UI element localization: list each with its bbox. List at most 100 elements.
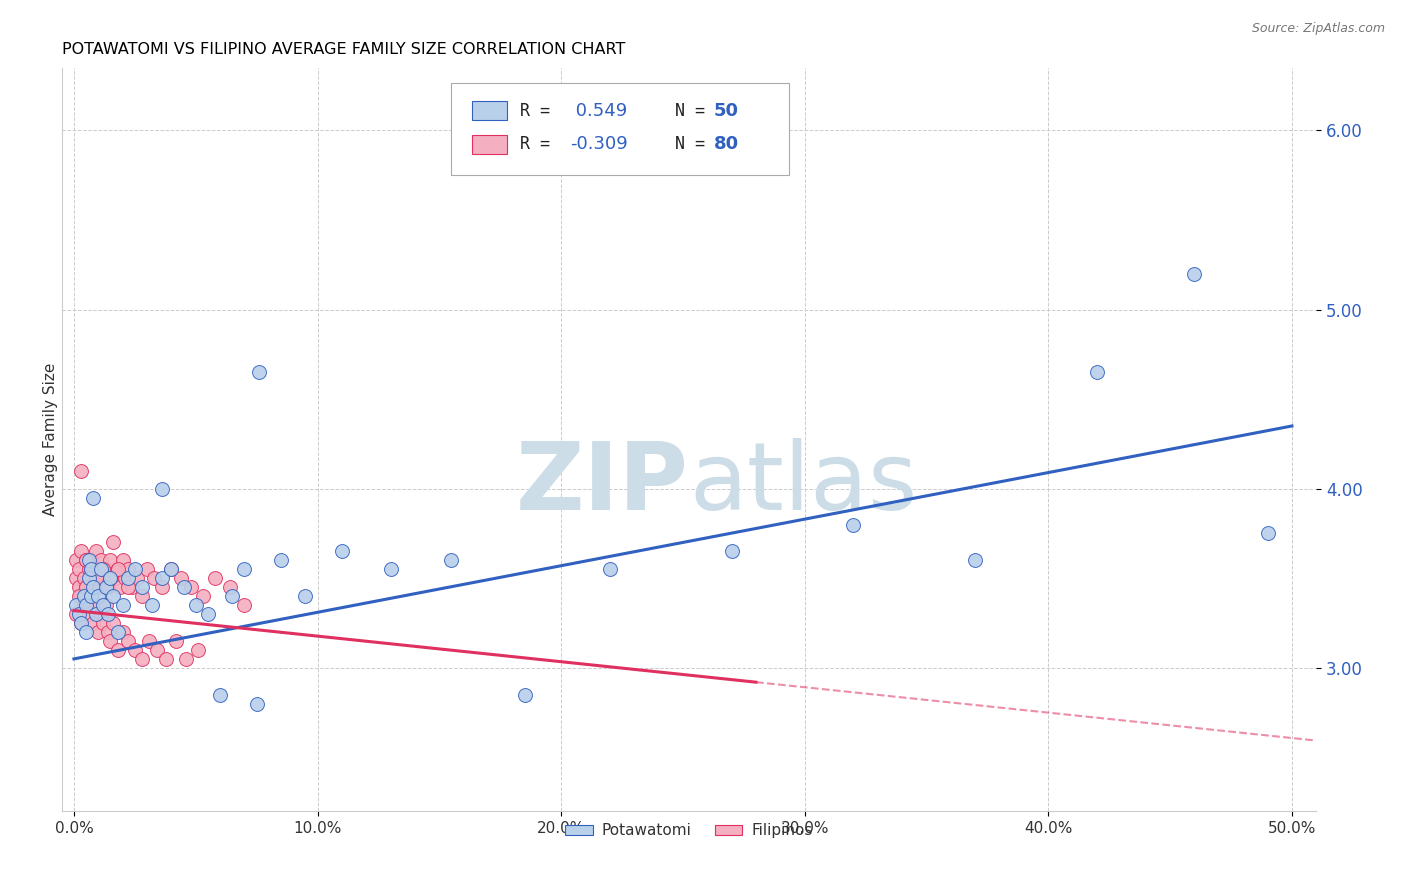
Point [94,562,117,576]
Point [380,562,402,576]
Point [70,615,93,630]
Point [233,598,256,612]
Point [107,643,129,657]
Point [70,589,93,603]
Text: R =: R = [520,136,560,153]
Point [145,643,167,657]
Point [82,580,104,594]
Point [138,634,160,648]
Point [104,571,127,585]
Point [155,652,177,666]
Point [84,571,107,585]
Point [233,562,256,576]
Point [108,580,131,594]
Point [513,688,536,702]
Point [77,553,100,567]
Point [70,544,93,558]
Point [75,598,97,612]
Point [97,580,120,594]
Point [100,571,122,585]
Point [107,562,129,576]
Point [100,553,122,567]
Point [75,625,97,640]
Point [117,634,139,648]
Point [94,598,117,612]
Text: POTAWATOMI VS FILIPINO AVERAGE FAMILY SIZE CORRELATION CHART: POTAWATOMI VS FILIPINO AVERAGE FAMILY SI… [62,42,626,57]
Point [101,615,124,630]
Point [77,571,100,585]
Point [100,634,122,648]
Point [80,589,103,603]
FancyBboxPatch shape [472,101,508,120]
Point [65,598,87,612]
Point [184,598,207,612]
Point [124,562,146,576]
Point [270,553,292,567]
Point [965,553,987,567]
Point [117,562,139,576]
Text: N =: N = [655,102,716,120]
Point [218,580,240,594]
Point [72,598,94,612]
Point [131,652,153,666]
Point [70,615,93,630]
Point [75,580,97,594]
Point [1085,365,1108,379]
Point [84,571,107,585]
Point [247,365,270,379]
Point [82,562,104,576]
Point [82,491,104,505]
Point [204,571,226,585]
Point [150,571,173,585]
Point [111,598,134,612]
Point [221,589,243,603]
Point [97,607,120,621]
Point [77,562,100,576]
Point [191,589,214,603]
Point [180,580,202,594]
Point [80,562,103,576]
Point [330,544,353,558]
Point [65,553,87,567]
Text: 50: 50 [714,102,740,120]
Point [127,571,149,585]
Point [90,607,112,621]
FancyBboxPatch shape [451,83,789,176]
Point [150,482,173,496]
Point [150,580,173,594]
Point [136,562,159,576]
Legend: Potawatomi, Filipinos: Potawatomi, Filipinos [560,817,818,845]
Point [1257,526,1279,541]
Point [67,607,90,621]
Text: -0.309: -0.309 [569,136,627,153]
Point [91,562,114,576]
Point [65,571,87,585]
Point [72,571,94,585]
Point [80,553,103,567]
Point [440,553,463,567]
Point [101,535,124,549]
Point [117,580,139,594]
Point [111,553,134,567]
Point [131,580,153,594]
Point [91,615,114,630]
Point [107,625,129,640]
Point [173,580,195,594]
Point [87,625,110,640]
Point [84,544,107,558]
Point [67,580,90,594]
Point [131,589,153,603]
Point [75,580,97,594]
Point [107,562,129,576]
Point [170,571,193,585]
Point [197,607,219,621]
Point [72,598,94,612]
Point [77,607,100,621]
Point [209,688,232,702]
Point [82,598,104,612]
Point [121,580,143,594]
Point [80,580,103,594]
Point [720,544,742,558]
Point [124,643,146,657]
FancyBboxPatch shape [472,135,508,154]
